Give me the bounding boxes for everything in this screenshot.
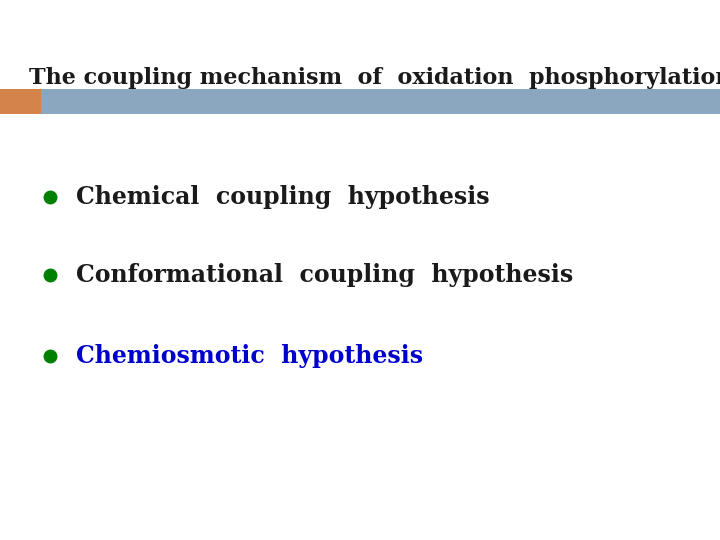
Text: Conformational  coupling  hypothesis: Conformational coupling hypothesis: [76, 264, 573, 287]
Text: The coupling mechanism  of  oxidation  phosphorylation: The coupling mechanism of oxidation phos…: [29, 68, 720, 89]
Text: Chemical  coupling  hypothesis: Chemical coupling hypothesis: [76, 185, 489, 209]
Text: Chemiosmotic  hypothesis: Chemiosmotic hypothesis: [76, 345, 423, 368]
